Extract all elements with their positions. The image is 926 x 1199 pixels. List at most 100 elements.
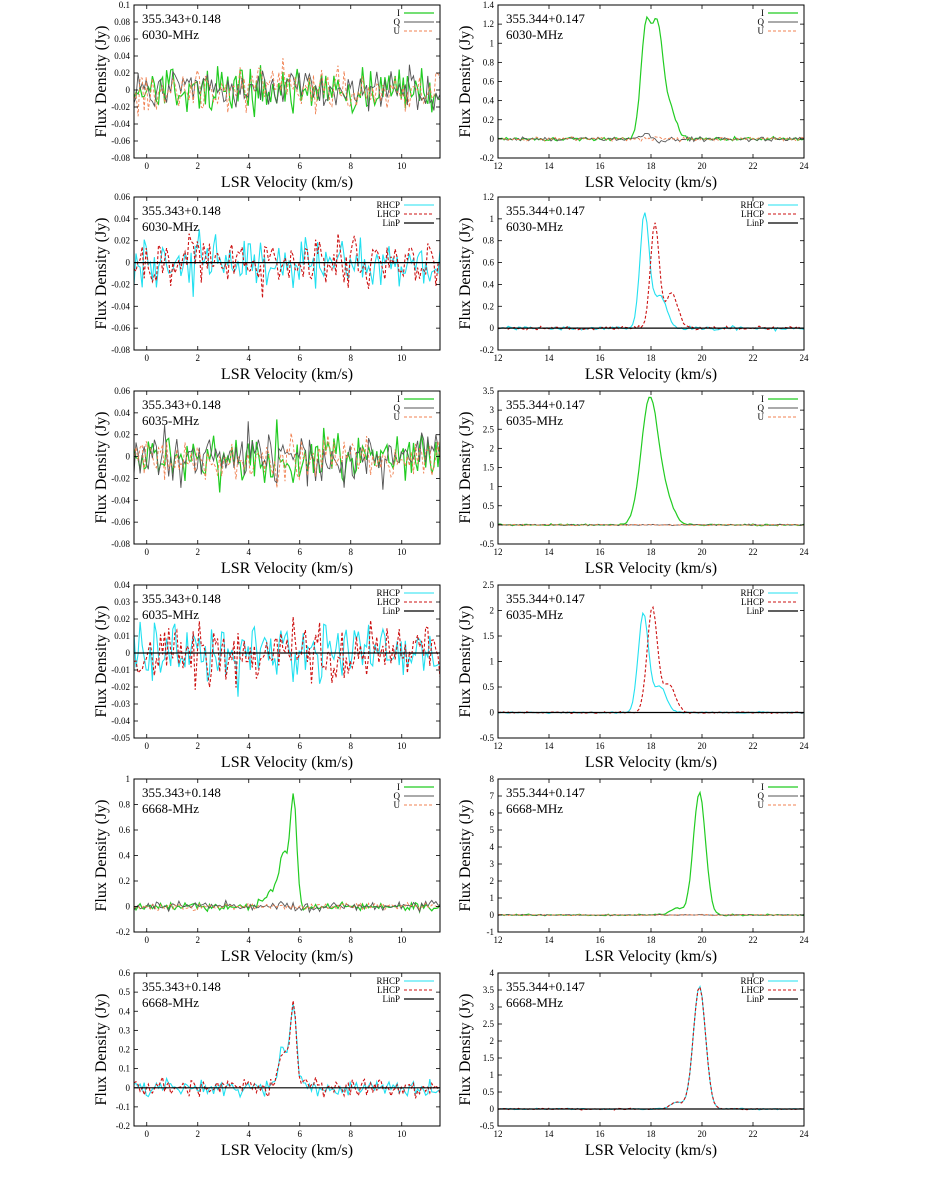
y-axis-label: Flux Density (Jy) [93,994,110,1106]
y-tick-label: -0.01 [111,665,130,675]
frequency-label: 6030-MHz [506,27,563,42]
x-axis-label: LSR Velocity (km/s) [221,1142,353,1159]
y-tick-label: 0 [126,258,131,268]
series-line-rhcp [134,1003,440,1099]
y-tick-label: 0 [490,134,495,144]
legend-label-q: Q [758,17,765,27]
legend-label-lhcp: LHCP [377,985,400,995]
x-tick-label: 22 [749,935,758,945]
y-tick-label: 0.4 [119,851,131,861]
series-line-lhcp [498,605,804,715]
frequency-label: 6030-MHz [142,219,199,234]
y-tick-label: 0.2 [483,115,494,125]
y-tick-label: 1 [126,774,131,784]
y-tick-label: -0.02 [111,102,130,112]
y-tick-label: 0 [126,902,131,912]
y-tick-label: -0.05 [111,733,130,743]
x-tick-label: 18 [647,741,657,751]
source-name: 355.344+0.147 [506,979,585,994]
panel-0-0: 0 2 4 6 8 10 -0.08 -0.06 -0.04 -0.02 0 0.02 0.04 0.06… [93,0,441,191]
y-tick-label: 0.4 [483,96,495,106]
y-axis-label: Flux Density (Jy) [457,218,474,330]
y-tick-label: 0 [490,1104,495,1114]
plot-frame [133,196,441,351]
y-tick-label: 3.5 [483,985,495,995]
x-axis-label: LSR Velocity (km/s) [585,1142,717,1159]
x-tick-label: 18 [647,547,657,557]
y-tick-label: -0.06 [111,136,130,146]
legend-label-rhcp: RHCP [376,200,400,210]
x-tick-label: 8 [349,741,354,751]
legend-label-linp: LinP [382,994,400,1004]
x-tick-label: 14 [545,741,555,751]
x-tick-label: 16 [596,353,606,363]
x-tick-label: 16 [596,161,606,171]
legend-label-lhcp: LHCP [377,209,400,219]
y-tick-label: 3 [490,1002,495,1012]
y-axis-label: Flux Density (Jy) [457,606,474,718]
y-tick-label: 0.1 [119,0,130,10]
frequency-label: 6035-MHz [506,413,563,428]
x-tick-label: 20 [698,935,708,945]
series-group [134,616,440,697]
x-tick-label: 2 [196,1129,201,1139]
y-tick-label: 6 [490,808,495,818]
y-tick-label: 0.6 [483,77,495,87]
y-tick-label: -0.08 [111,539,130,549]
y-axis-label: Flux Density (Jy) [457,26,474,138]
frequency-label: 6030-MHz [506,219,563,234]
x-axis-label: LSR Velocity (km/s) [221,174,353,191]
x-tick-label: 24 [800,741,810,751]
series-line-u [134,901,440,912]
x-tick-label: 24 [800,353,810,363]
y-tick-label: -1 [487,927,495,937]
source-name: 355.344+0.147 [506,785,585,800]
legend-label-lhcp: LHCP [741,985,764,995]
x-tick-label: 8 [349,161,354,171]
y-axis-label: Flux Density (Jy) [457,412,474,524]
y-tick-label: 1 [490,893,495,903]
x-axis-label: LSR Velocity (km/s) [221,366,353,383]
y-tick-label: 3 [490,405,495,415]
y-axis-label: Flux Density (Jy) [93,412,110,524]
x-tick-label: 4 [247,935,252,945]
legend-label-u: U [394,412,401,422]
panel-5-1: 12 14 16 18 20 22 24 -0.5 0 0.5 1 1.5 2 2.5 3 3.5 4 LSR V… [457,968,809,1159]
series-line-u [498,136,804,143]
x-tick-label: 22 [749,161,758,171]
legend-label-i: I [761,782,764,792]
x-tick-label: 12 [494,1129,503,1139]
y-tick-label: -0.06 [111,323,130,333]
x-tick-label: 14 [545,161,555,171]
frequency-label: 6668-MHz [142,995,199,1010]
y-tick-label: 1 [490,214,495,224]
y-tick-label: 0.8 [119,800,131,810]
y-tick-label: 1.2 [483,19,494,29]
y-tick-label: 0.6 [119,825,131,835]
series-group [498,984,804,1111]
x-tick-label: 14 [545,1129,555,1139]
frequency-label: 6030-MHz [142,27,199,42]
x-tick-label: 20 [698,353,708,363]
x-tick-label: 0 [145,741,150,751]
x-axis-label: LSR Velocity (km/s) [585,948,717,965]
y-tick-label: 0.5 [119,987,131,997]
y-axis-label: Flux Density (Jy) [93,26,110,138]
x-tick-label: 16 [596,547,606,557]
y-tick-label: 0.02 [114,236,130,246]
panel-1-0: 0 2 4 6 8 10 -0.08 -0.06 -0.04 -0.02 0 0.02 0.04 0.06… [93,192,441,383]
y-tick-label: 0 [490,910,495,920]
series-group [498,790,804,917]
legend-label-lhcp: LHCP [741,597,764,607]
x-tick-label: 24 [800,935,810,945]
y-tick-label: 1 [490,1070,495,1080]
x-tick-label: 24 [800,161,810,171]
legend-label-q: Q [758,403,765,413]
legend-label-u: U [758,800,765,810]
source-name: 355.343+0.148 [142,591,221,606]
y-tick-label: -0.08 [111,345,130,355]
y-tick-label: 0.04 [114,51,130,61]
legend-label-i: I [397,8,400,18]
x-tick-label: 2 [196,935,201,945]
series-line-rhcp [134,621,440,697]
